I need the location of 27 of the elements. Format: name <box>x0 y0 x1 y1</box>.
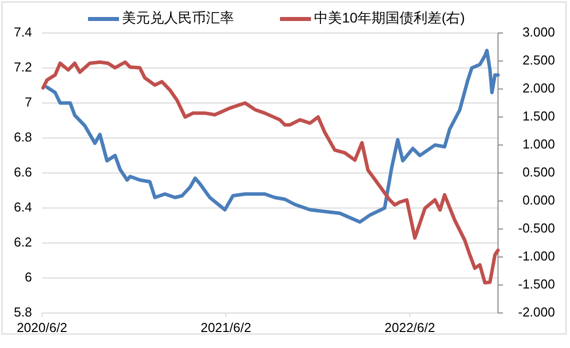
y-tick-label: 6.4 <box>14 199 32 214</box>
y2-tick-label: 2.000 <box>522 80 555 96</box>
y2-tick-label: 1.000 <box>522 136 555 152</box>
y2-tick-label: -0.500 <box>518 220 555 236</box>
y2-tick-label: 0.000 <box>522 192 555 208</box>
y2-tick-label: -1.000 <box>518 248 555 264</box>
y2-tick-label: -2.000 <box>518 304 555 320</box>
y-tick-label: 7.2 <box>14 59 32 74</box>
y-tick-label: 6 <box>24 269 32 284</box>
y-tick-label: 6.6 <box>14 164 32 180</box>
y-tick-label: 6.8 <box>14 129 32 144</box>
x-tick-label: 2022/6/2 <box>384 320 436 335</box>
y2-tick-label: 1.500 <box>522 108 555 124</box>
x-tick-label: 2021/6/2 <box>200 320 252 335</box>
y-tick-label: 7.4 <box>14 24 32 40</box>
y2-tick-label: 3.000 <box>522 24 555 40</box>
y-tick-label: 5.8 <box>14 304 32 320</box>
y-tick-label: 7 <box>24 94 32 110</box>
x-tick-label: 2020/6/2 <box>16 320 68 335</box>
y2-tick-label: 0.500 <box>522 164 555 180</box>
line-series <box>45 48 500 224</box>
y2-tick-label: 2.500 <box>522 52 555 68</box>
legend-label: 中美10年期国债利差(右) <box>314 10 465 26</box>
legend-label: 美元兑人民币汇率 <box>122 10 234 26</box>
y2-tick-label: -1.500 <box>518 276 555 292</box>
line-series <box>41 60 500 285</box>
y-tick-label: 6.2 <box>14 234 32 250</box>
